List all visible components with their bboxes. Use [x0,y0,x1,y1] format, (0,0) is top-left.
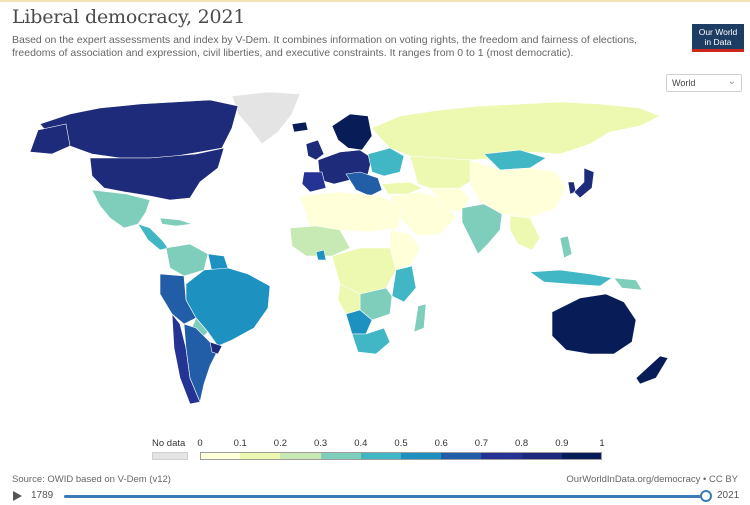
legend-bin[interactable] [240,452,281,460]
legend-bin[interactable] [481,452,522,460]
timeline-start-year: 1789 [31,490,54,501]
region-kenya-tanzania[interactable] [391,265,417,303]
country-mexico[interactable] [91,189,151,229]
region-select[interactable]: World ⌄ [666,74,742,92]
country-china[interactable] [469,159,567,219]
legend-bin[interactable] [401,452,442,460]
legend-bin[interactable] [521,452,562,460]
country-south-africa[interactable] [351,327,391,355]
country-indonesia[interactable] [529,269,613,287]
region-middle-east[interactable] [389,191,457,237]
play-icon[interactable] [13,491,22,501]
legend-tick-label: 0.1 [233,438,247,449]
timeline-track[interactable] [64,495,706,498]
legend-bin[interactable] [441,452,482,460]
region-central-asia[interactable] [409,155,477,191]
chart-title: Liberal democracy, 2021 [12,6,246,28]
region-uk-ireland[interactable] [305,139,325,161]
legend-bin[interactable] [200,452,241,460]
timeline-handle[interactable] [700,490,712,502]
source-note[interactable]: Source: OWID based on V-Dem (v12) [12,474,171,485]
legend-tick-label: 0 [197,438,203,449]
region-italy-balkans[interactable] [345,171,383,197]
country-alaska[interactable] [29,123,71,155]
region-iran-afghanistan[interactable] [429,187,471,213]
region-scandinavia[interactable] [331,113,373,151]
country-turkey[interactable] [381,181,423,195]
region-caribbean[interactable] [159,217,193,227]
legend-bin[interactable] [280,452,321,460]
timeline-end-year: 2021 [717,490,740,501]
chevron-down-icon: ⌄ [727,76,736,87]
logo-line2: in Data [704,36,732,47]
region-eastern-europe[interactable] [367,147,405,177]
timeline-track-fill [64,495,706,498]
country-colombia-venezuela[interactable] [165,243,209,277]
legend-tick-label: 1 [599,438,605,449]
legend-tick-label: 0.6 [434,438,448,449]
country-usa[interactable] [89,147,225,201]
legend-tick-label: 0.4 [354,438,368,449]
country-argentina[interactable] [183,323,219,403]
region-east-africa[interactable] [389,229,421,271]
legend-no-data-label: No data [152,438,186,449]
legend-tick-label: 0.9 [555,438,569,449]
legend-tick-label: 0.7 [474,438,488,449]
country-iceland[interactable] [291,121,309,133]
country-philippines[interactable] [559,235,573,259]
country-india[interactable] [461,203,503,255]
legend-no-data-swatch[interactable] [152,452,188,460]
country-japan[interactable] [573,167,595,199]
timeline: 1789 2021 [0,488,750,505]
chart-subtitle: Based on the expert assessments and inde… [12,34,638,59]
legend-tick-label: 0.8 [514,438,529,449]
country-papua-new-guinea[interactable] [613,277,643,291]
region-central-america[interactable] [137,223,169,251]
country-new-zealand[interactable] [635,355,669,385]
owid-logo[interactable]: Our World in Data [692,24,744,52]
logo-accent-bar [692,49,744,52]
region-southeast-asia[interactable] [509,215,541,251]
region-west-africa[interactable] [289,225,351,257]
logo-line1: Our World [698,27,738,37]
map-legend: No data 0 0.1 0.2 0.3 0.4 0.5 0.6 0.7 0.8 0.9 1 [150,438,610,462]
world-map[interactable] [0,88,750,420]
legend-bin[interactable] [320,452,361,460]
country-ghana[interactable] [315,249,327,261]
legend-bin[interactable] [360,452,401,460]
country-greenland[interactable] [231,91,301,145]
legend-tick-label: 0.5 [394,438,408,449]
region-namibia-botswana[interactable] [345,309,373,335]
country-australia[interactable] [551,293,637,355]
country-canada[interactable] [39,99,239,159]
country-peru-bolivia[interactable] [159,273,197,325]
region-select-value: World [672,78,696,88]
region-iberia[interactable] [301,171,327,193]
top-rule [0,0,750,2]
legend-tick-label: 0.2 [273,438,287,449]
legend-tick-label: 0.3 [313,438,328,449]
country-madagascar[interactable] [413,303,427,333]
country-uruguay[interactable] [209,341,223,355]
legend-bin[interactable] [561,452,602,460]
country-mongolia[interactable] [483,149,547,171]
credit-link[interactable]: OurWorldInData.org/democracy • CC BY [566,474,738,485]
